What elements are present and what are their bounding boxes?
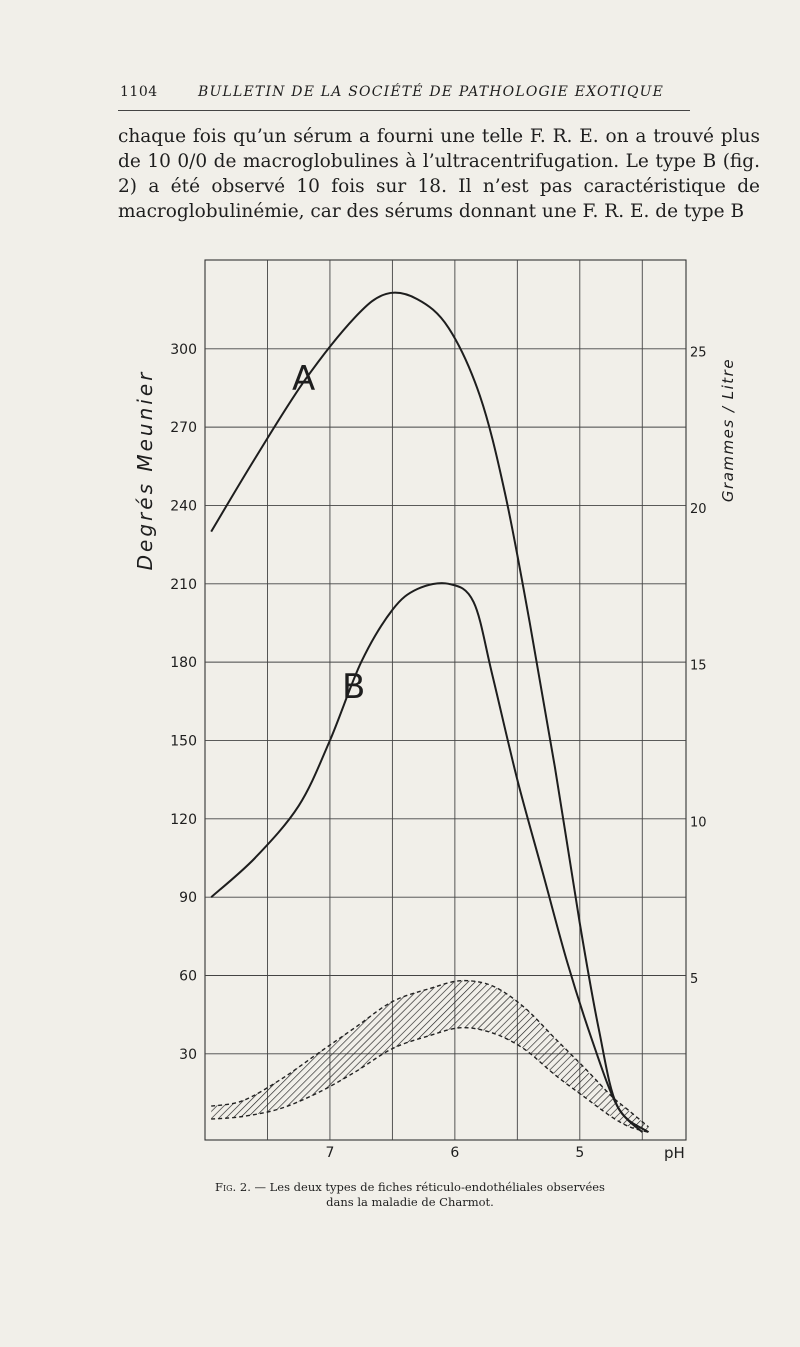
y-axis-label-right: Grammes / Litre <box>719 358 737 502</box>
figure-caption: Fig. 2. — Les deux types de fiches rétic… <box>200 1180 620 1210</box>
x-tick-label: 6 <box>450 1145 459 1161</box>
y-tick-label-left: 300 <box>170 342 197 358</box>
y-tick-label-left: 270 <box>170 420 197 436</box>
y-tick-label-left: 120 <box>170 812 197 828</box>
hatched-band <box>211 980 649 1133</box>
x-tick-label: 7 <box>325 1145 334 1161</box>
y-tick-label-left: 150 <box>170 733 197 749</box>
x-tick-label: 5 <box>575 1145 584 1161</box>
y-tick-label-left: 210 <box>170 577 197 593</box>
y-tick-label-right: 20 <box>690 502 707 517</box>
y-tick-label-right: 25 <box>690 345 707 360</box>
figure-label: Fig. 2. <box>215 1180 251 1194</box>
curve-label-b: B <box>342 667 365 707</box>
caption-text: — Les deux types de fiches réticulo-endo… <box>250 1180 605 1209</box>
body-text: chaque fois qu’un sérum a fourni une tel… <box>118 124 760 224</box>
y-tick-label-left: 240 <box>170 498 197 514</box>
page-header: 1104 BULLETIN DE LA SOCIÉTÉ DE PATHOLOGI… <box>118 84 690 111</box>
y-tick-label-right: 10 <box>690 815 707 830</box>
curve-b <box>210 582 644 1133</box>
plot-frame <box>204 259 687 1141</box>
y-tick-label-right: 15 <box>690 659 707 674</box>
y-tick-label-right: 5 <box>690 972 698 987</box>
paragraph: chaque fois qu’un sérum a fourni une tel… <box>118 126 760 222</box>
curve-label-a: A <box>292 359 315 399</box>
band-upper-edge <box>211 979 649 1128</box>
x-axis-label: pH <box>664 1144 685 1162</box>
curve-a <box>210 291 650 1134</box>
y-tick-label-left: 180 <box>170 655 197 671</box>
y-tick-label-left: 30 <box>179 1047 197 1063</box>
y-axis-label-left: Degrés Meunier <box>133 370 157 571</box>
y-tick-label-left: 90 <box>179 890 197 906</box>
page-number: 1104 <box>120 84 158 100</box>
y-tick-label-left: 60 <box>179 968 197 984</box>
band-lower-edge <box>211 1026 649 1133</box>
journal-title: BULLETIN DE LA SOCIÉTÉ DE PATHOLOGIE EXO… <box>198 84 665 100</box>
